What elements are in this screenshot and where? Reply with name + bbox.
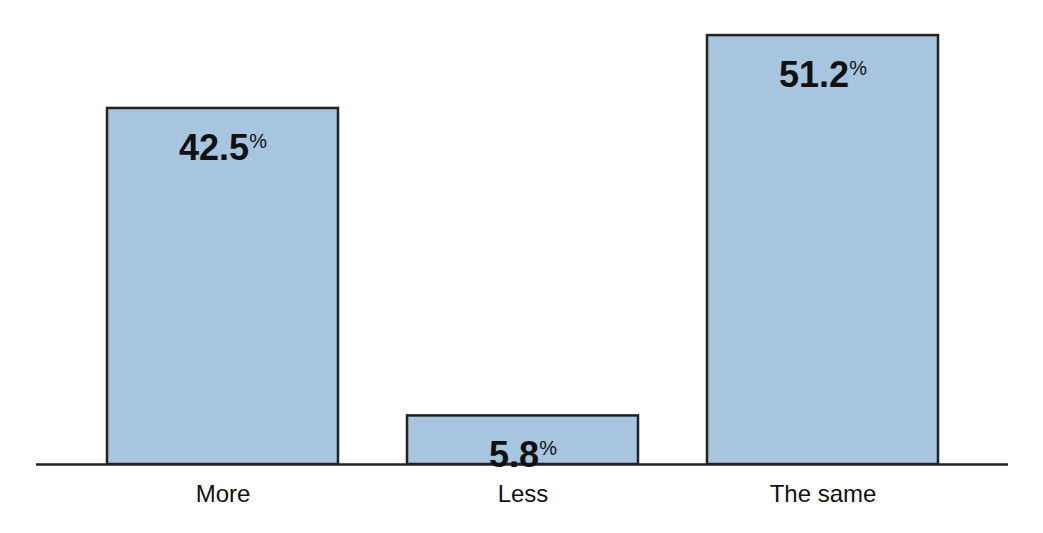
svg-text:The same: The same bbox=[770, 480, 877, 507]
svg-text:5.8%: 5.8% bbox=[489, 434, 557, 475]
svg-text:More: More bbox=[196, 480, 251, 507]
svg-text:51.2%: 51.2% bbox=[779, 54, 867, 95]
svg-text:42.5%: 42.5% bbox=[179, 127, 267, 168]
svg-text:Less: Less bbox=[498, 480, 549, 507]
